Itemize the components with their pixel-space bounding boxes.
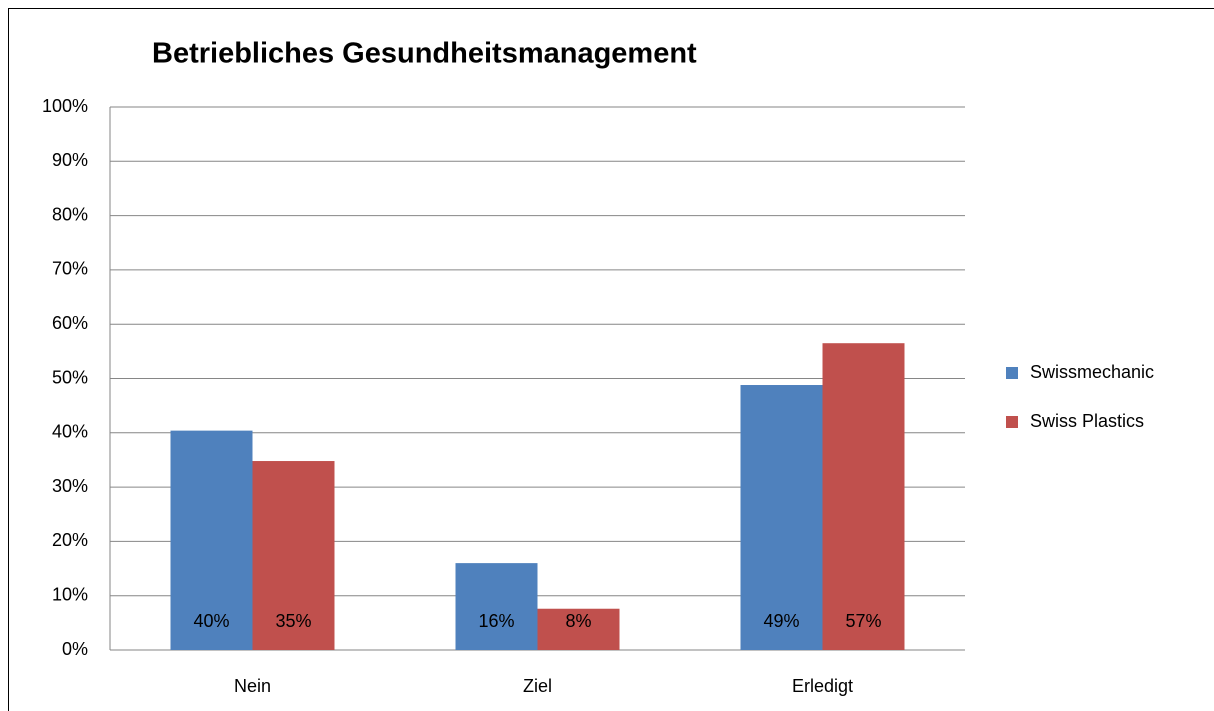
y-tick-label: 60% [52, 313, 88, 333]
bar [740, 385, 823, 650]
y-tick-label: 50% [52, 367, 88, 387]
bar [252, 461, 335, 650]
y-tick-label: 80% [52, 204, 88, 224]
chart-title: Betriebliches Gesundheitsmanagement [152, 38, 697, 70]
y-tick-label: 20% [52, 530, 88, 550]
x-tick-label: Ziel [523, 676, 552, 696]
y-tick-label: 30% [52, 476, 88, 496]
y-tick-label: 70% [52, 259, 88, 279]
y-tick-label: 10% [52, 584, 88, 604]
bar [822, 343, 905, 650]
data-label: 57% [845, 611, 881, 631]
y-tick-label: 0% [62, 639, 88, 659]
legend-label: Swiss Plastics [1030, 411, 1144, 431]
legend-swatch [1006, 416, 1018, 428]
bar [537, 608, 620, 650]
bar [455, 563, 538, 650]
legend-label: Swissmechanic [1030, 362, 1154, 382]
legend-swatch [1006, 367, 1018, 379]
chart-border [8, 8, 1214, 711]
data-label: 35% [275, 611, 311, 631]
bar [170, 430, 253, 650]
y-tick-label: 40% [52, 422, 88, 442]
y-tick-label: 100% [42, 96, 88, 116]
data-label: 49% [763, 611, 799, 631]
data-label: 8% [565, 611, 591, 631]
x-tick-label: Nein [234, 676, 271, 696]
x-tick-label: Erledigt [792, 676, 853, 696]
y-tick-label: 90% [52, 150, 88, 170]
data-label: 16% [478, 611, 514, 631]
data-label: 40% [193, 611, 229, 631]
